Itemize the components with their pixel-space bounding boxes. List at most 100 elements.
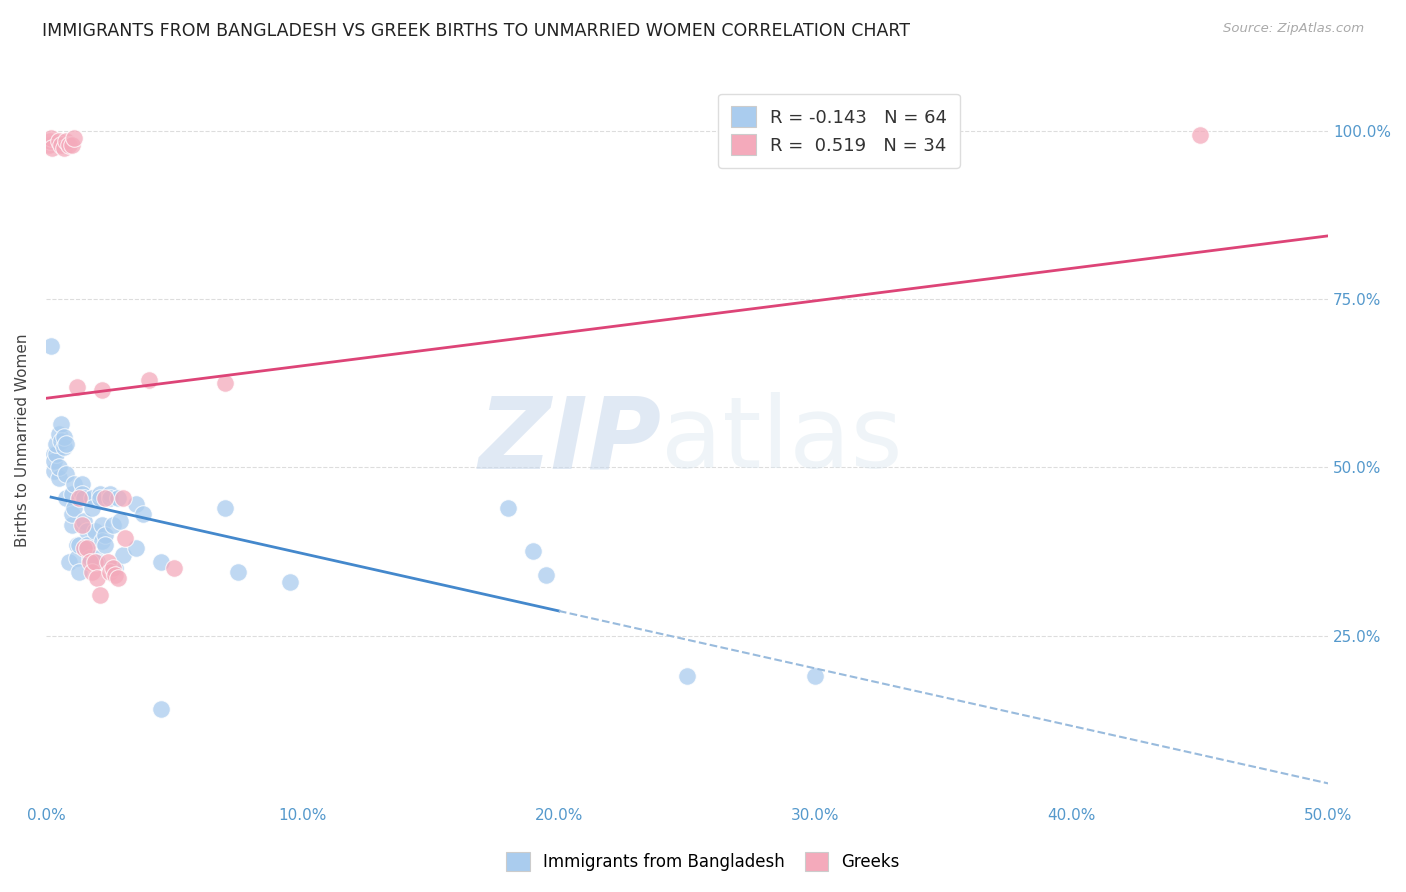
Point — [534, 568, 557, 582]
Point — [79, 551, 101, 566]
Point — [38, 137, 60, 152]
Point — [51, 434, 73, 448]
Point — [55, 467, 77, 482]
Point — [48, 470, 70, 484]
Point — [83, 551, 105, 566]
Point — [110, 514, 132, 528]
Y-axis label: Births to Unmarried Women: Births to Unmarried Women — [15, 334, 30, 548]
Point — [94, 538, 117, 552]
Point — [82, 565, 104, 579]
Point — [107, 571, 129, 585]
Point — [42, 453, 65, 467]
Point — [132, 508, 155, 522]
Point — [45, 447, 67, 461]
Point — [150, 555, 173, 569]
Point — [58, 555, 80, 569]
Point — [48, 426, 70, 441]
Point — [89, 588, 111, 602]
Point — [83, 524, 105, 539]
Text: ZIP: ZIP — [478, 392, 661, 489]
Point — [76, 524, 98, 539]
Point — [226, 565, 249, 579]
Point — [96, 555, 118, 569]
Point — [52, 430, 75, 444]
Point — [98, 487, 121, 501]
Point — [94, 491, 117, 505]
Point — [214, 500, 236, 515]
Point — [67, 491, 90, 505]
Point — [114, 531, 136, 545]
Point — [94, 527, 117, 541]
Text: atlas: atlas — [661, 392, 903, 489]
Text: IMMIGRANTS FROM BANGLADESH VS GREEK BIRTHS TO UNMARRIED WOMEN CORRELATION CHART: IMMIGRANTS FROM BANGLADESH VS GREEK BIRT… — [42, 22, 910, 40]
Point — [163, 561, 186, 575]
Point — [104, 568, 127, 582]
Point — [66, 380, 89, 394]
Point — [63, 500, 86, 515]
Point — [38, 134, 60, 148]
Point — [522, 544, 544, 558]
Point — [45, 437, 67, 451]
Point — [214, 376, 236, 391]
Point — [91, 383, 114, 397]
Point — [83, 555, 105, 569]
Point — [125, 497, 148, 511]
Text: Source: ZipAtlas.com: Source: ZipAtlas.com — [1223, 22, 1364, 36]
Point — [70, 477, 93, 491]
Point — [91, 517, 114, 532]
Point — [98, 565, 121, 579]
Point — [51, 137, 73, 152]
Point — [60, 137, 83, 152]
Point — [52, 141, 75, 155]
Point — [89, 487, 111, 501]
Point — [55, 437, 77, 451]
Point — [60, 487, 83, 501]
Point — [104, 561, 127, 575]
Point — [76, 538, 98, 552]
Point — [1188, 128, 1211, 142]
Legend: R = -0.143   N = 64, R =  0.519   N = 34: R = -0.143 N = 64, R = 0.519 N = 34 — [718, 94, 960, 168]
Legend: Immigrants from Bangladesh, Greeks: Immigrants from Bangladesh, Greeks — [498, 843, 908, 880]
Point — [98, 491, 121, 505]
Point — [58, 137, 80, 152]
Point — [55, 134, 77, 148]
Point — [91, 534, 114, 549]
Point — [676, 669, 699, 683]
Point — [42, 447, 65, 461]
Point — [70, 487, 93, 501]
Point — [89, 491, 111, 505]
Point — [101, 561, 124, 575]
Point — [67, 538, 90, 552]
Point — [70, 517, 93, 532]
Point — [66, 551, 89, 566]
Point — [150, 702, 173, 716]
Point — [86, 555, 108, 569]
Point — [48, 460, 70, 475]
Point — [41, 141, 63, 155]
Point — [107, 491, 129, 505]
Point — [66, 538, 89, 552]
Point — [60, 517, 83, 532]
Point — [278, 574, 301, 589]
Point — [111, 491, 134, 505]
Point — [39, 339, 62, 353]
Point — [73, 541, 96, 555]
Point — [39, 131, 62, 145]
Point — [55, 491, 77, 505]
Point — [101, 517, 124, 532]
Point — [86, 571, 108, 585]
Point — [48, 134, 70, 148]
Point — [79, 555, 101, 569]
Point — [67, 565, 90, 579]
Point — [73, 491, 96, 505]
Point — [804, 669, 827, 683]
Point — [63, 477, 86, 491]
Point — [82, 491, 104, 505]
Point — [125, 541, 148, 555]
Point — [76, 541, 98, 555]
Point — [60, 508, 83, 522]
Point — [111, 548, 134, 562]
Point — [51, 417, 73, 431]
Point — [42, 464, 65, 478]
Point — [138, 373, 160, 387]
